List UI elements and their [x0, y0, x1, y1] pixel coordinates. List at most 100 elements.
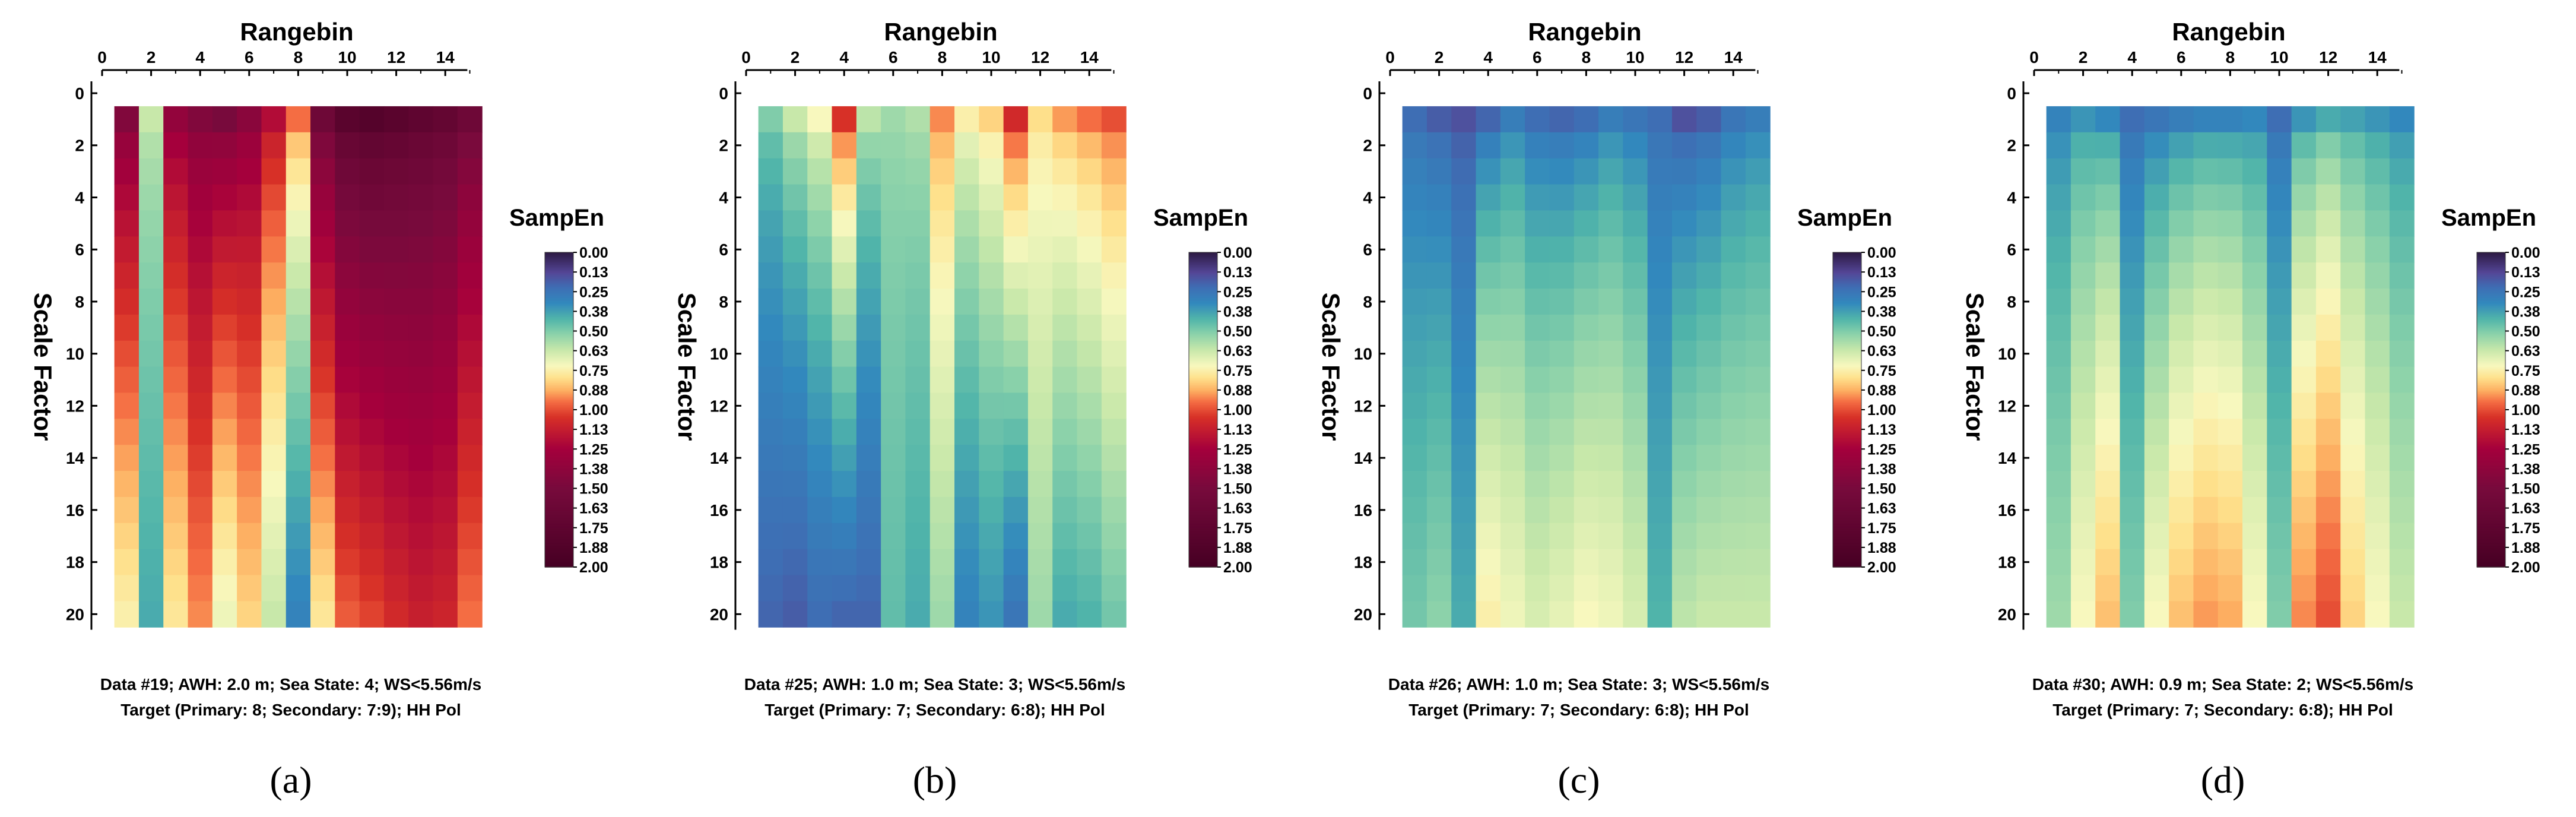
colorbar-segment: [1189, 450, 1217, 453]
heatmap-cell: [2193, 184, 2219, 211]
colorbar-segment: [2477, 414, 2505, 417]
colorbar-segment: [1833, 556, 1861, 558]
heatmap-cell: [954, 496, 979, 524]
heatmap-cell: [2291, 236, 2317, 263]
heatmap-cell: [1426, 575, 1452, 602]
heatmap-cell: [1027, 106, 1053, 133]
heatmap-cell: [2340, 314, 2366, 341]
colorbar-segment: [1833, 326, 1861, 328]
heatmap-cell: [758, 158, 783, 185]
heatmap-cell: [2389, 496, 2415, 524]
heatmap-cell: [2217, 496, 2243, 524]
y-tick-label: 2: [2007, 137, 2016, 155]
colorbar-segment: [545, 521, 573, 524]
heatmap-cell: [457, 184, 483, 211]
colorbar-segment: [2477, 436, 2505, 439]
heatmap-cell: [383, 262, 409, 289]
heatmap-cell: [782, 132, 808, 159]
heatmap-cell: [310, 262, 335, 289]
colorbar-segment: [545, 282, 573, 284]
heatmap-cell: [359, 340, 385, 368]
colorbar-segment: [1833, 524, 1861, 527]
heatmap-cell: [335, 522, 360, 550]
colorbar-segment: [1189, 517, 1217, 519]
colorbar-segment: [1189, 343, 1217, 346]
heatmap-cell: [2046, 132, 2071, 159]
heatmap-cell: [2267, 392, 2292, 419]
heatmap-cell: [881, 236, 906, 263]
heatmap-cell: [1426, 236, 1452, 263]
heatmap-cell: [1402, 471, 1427, 498]
heatmap-cell: [1696, 366, 1722, 394]
colorbar-segment: [1833, 395, 1861, 398]
heatmap-cell: [758, 419, 783, 445]
heatmap-cell: [2315, 262, 2341, 289]
heatmap-cell: [2169, 419, 2194, 445]
colorbar-segment: [545, 430, 573, 432]
heatmap-cell: [1101, 496, 1127, 524]
colorbar-segment: [1833, 482, 1861, 484]
colorbar-segment: [545, 345, 573, 347]
heatmap-cell: [2095, 471, 2121, 498]
heatmap-cell: [1500, 262, 1525, 289]
heatmap-cell: [856, 471, 881, 498]
colorbar-segment: [1833, 527, 1861, 530]
heatmap-cell: [1745, 158, 1771, 185]
heatmap-cell: [359, 314, 385, 341]
colorbar-segment: [2477, 420, 2505, 423]
colorbar-segment: [1833, 420, 1861, 423]
colorbar-segment: [2477, 413, 2505, 415]
heatmap-cell: [856, 549, 881, 576]
heatmap-cell: [832, 522, 857, 550]
colorbar-segment: [1189, 277, 1217, 280]
heatmap-cell: [2144, 132, 2169, 159]
heatmap-cell: [905, 132, 931, 159]
heatmap-cell: [1402, 549, 1427, 576]
heatmap-cell: [2095, 262, 2121, 289]
heatmap-cell: [2365, 601, 2390, 628]
heatmap-cell: [2046, 471, 2071, 498]
colorbar-segment: [1189, 551, 1217, 553]
colorbar-segment: [1189, 464, 1217, 467]
heatmap-cell: [1052, 471, 1078, 498]
colorbar-segment: [1189, 496, 1217, 499]
heatmap-cell: [2291, 575, 2317, 602]
heatmap-cell: [408, 340, 434, 368]
heatmap-cell: [1476, 314, 1501, 341]
colorbar-segment: [2477, 548, 2505, 550]
colorbar-segment: [1189, 444, 1217, 446]
heatmap-cell: [881, 210, 906, 237]
heatmap-cell: [2291, 601, 2317, 628]
y-tick-label: 8: [2007, 293, 2016, 311]
colorbar-segment: [545, 340, 573, 343]
colorbar-segment: [2477, 274, 2505, 277]
colorbar-segment: [1833, 491, 1861, 494]
colorbar-segment: [1833, 290, 1861, 293]
colorbar-tick-label: 1.38: [2511, 461, 2540, 477]
colorbar-segment: [545, 321, 573, 324]
colorbar-segment: [1189, 360, 1217, 363]
colorbar-segment: [2477, 460, 2505, 463]
colorbar-segment: [545, 403, 573, 406]
heatmap-cell: [1671, 549, 1697, 576]
heatmap-cell: [1623, 419, 1648, 445]
heatmap-cell: [2315, 314, 2341, 341]
heatmap-cell: [1598, 262, 1623, 289]
heatmap-cell: [2242, 522, 2267, 550]
heatmap-cell: [138, 314, 164, 341]
colorbar-segment: [2477, 515, 2505, 517]
heatmap-cell: [758, 314, 783, 341]
colorbar-segment: [2477, 270, 2505, 272]
colorbar-segment: [2477, 457, 2505, 459]
heatmap-cell: [1525, 340, 1550, 368]
colorbar-segment: [2477, 438, 2505, 441]
heatmap-cell: [1027, 158, 1053, 185]
heatmap-cell: [408, 158, 434, 185]
heatmap-cell: [2144, 522, 2169, 550]
heatmap-cell: [2267, 471, 2292, 498]
colorbar-segment: [1189, 319, 1217, 322]
heatmap-cell: [2267, 496, 2292, 524]
colorbar-segment: [1189, 334, 1217, 337]
heatmap-cell: [1052, 496, 1078, 524]
heatmap-cell: [2267, 236, 2292, 263]
